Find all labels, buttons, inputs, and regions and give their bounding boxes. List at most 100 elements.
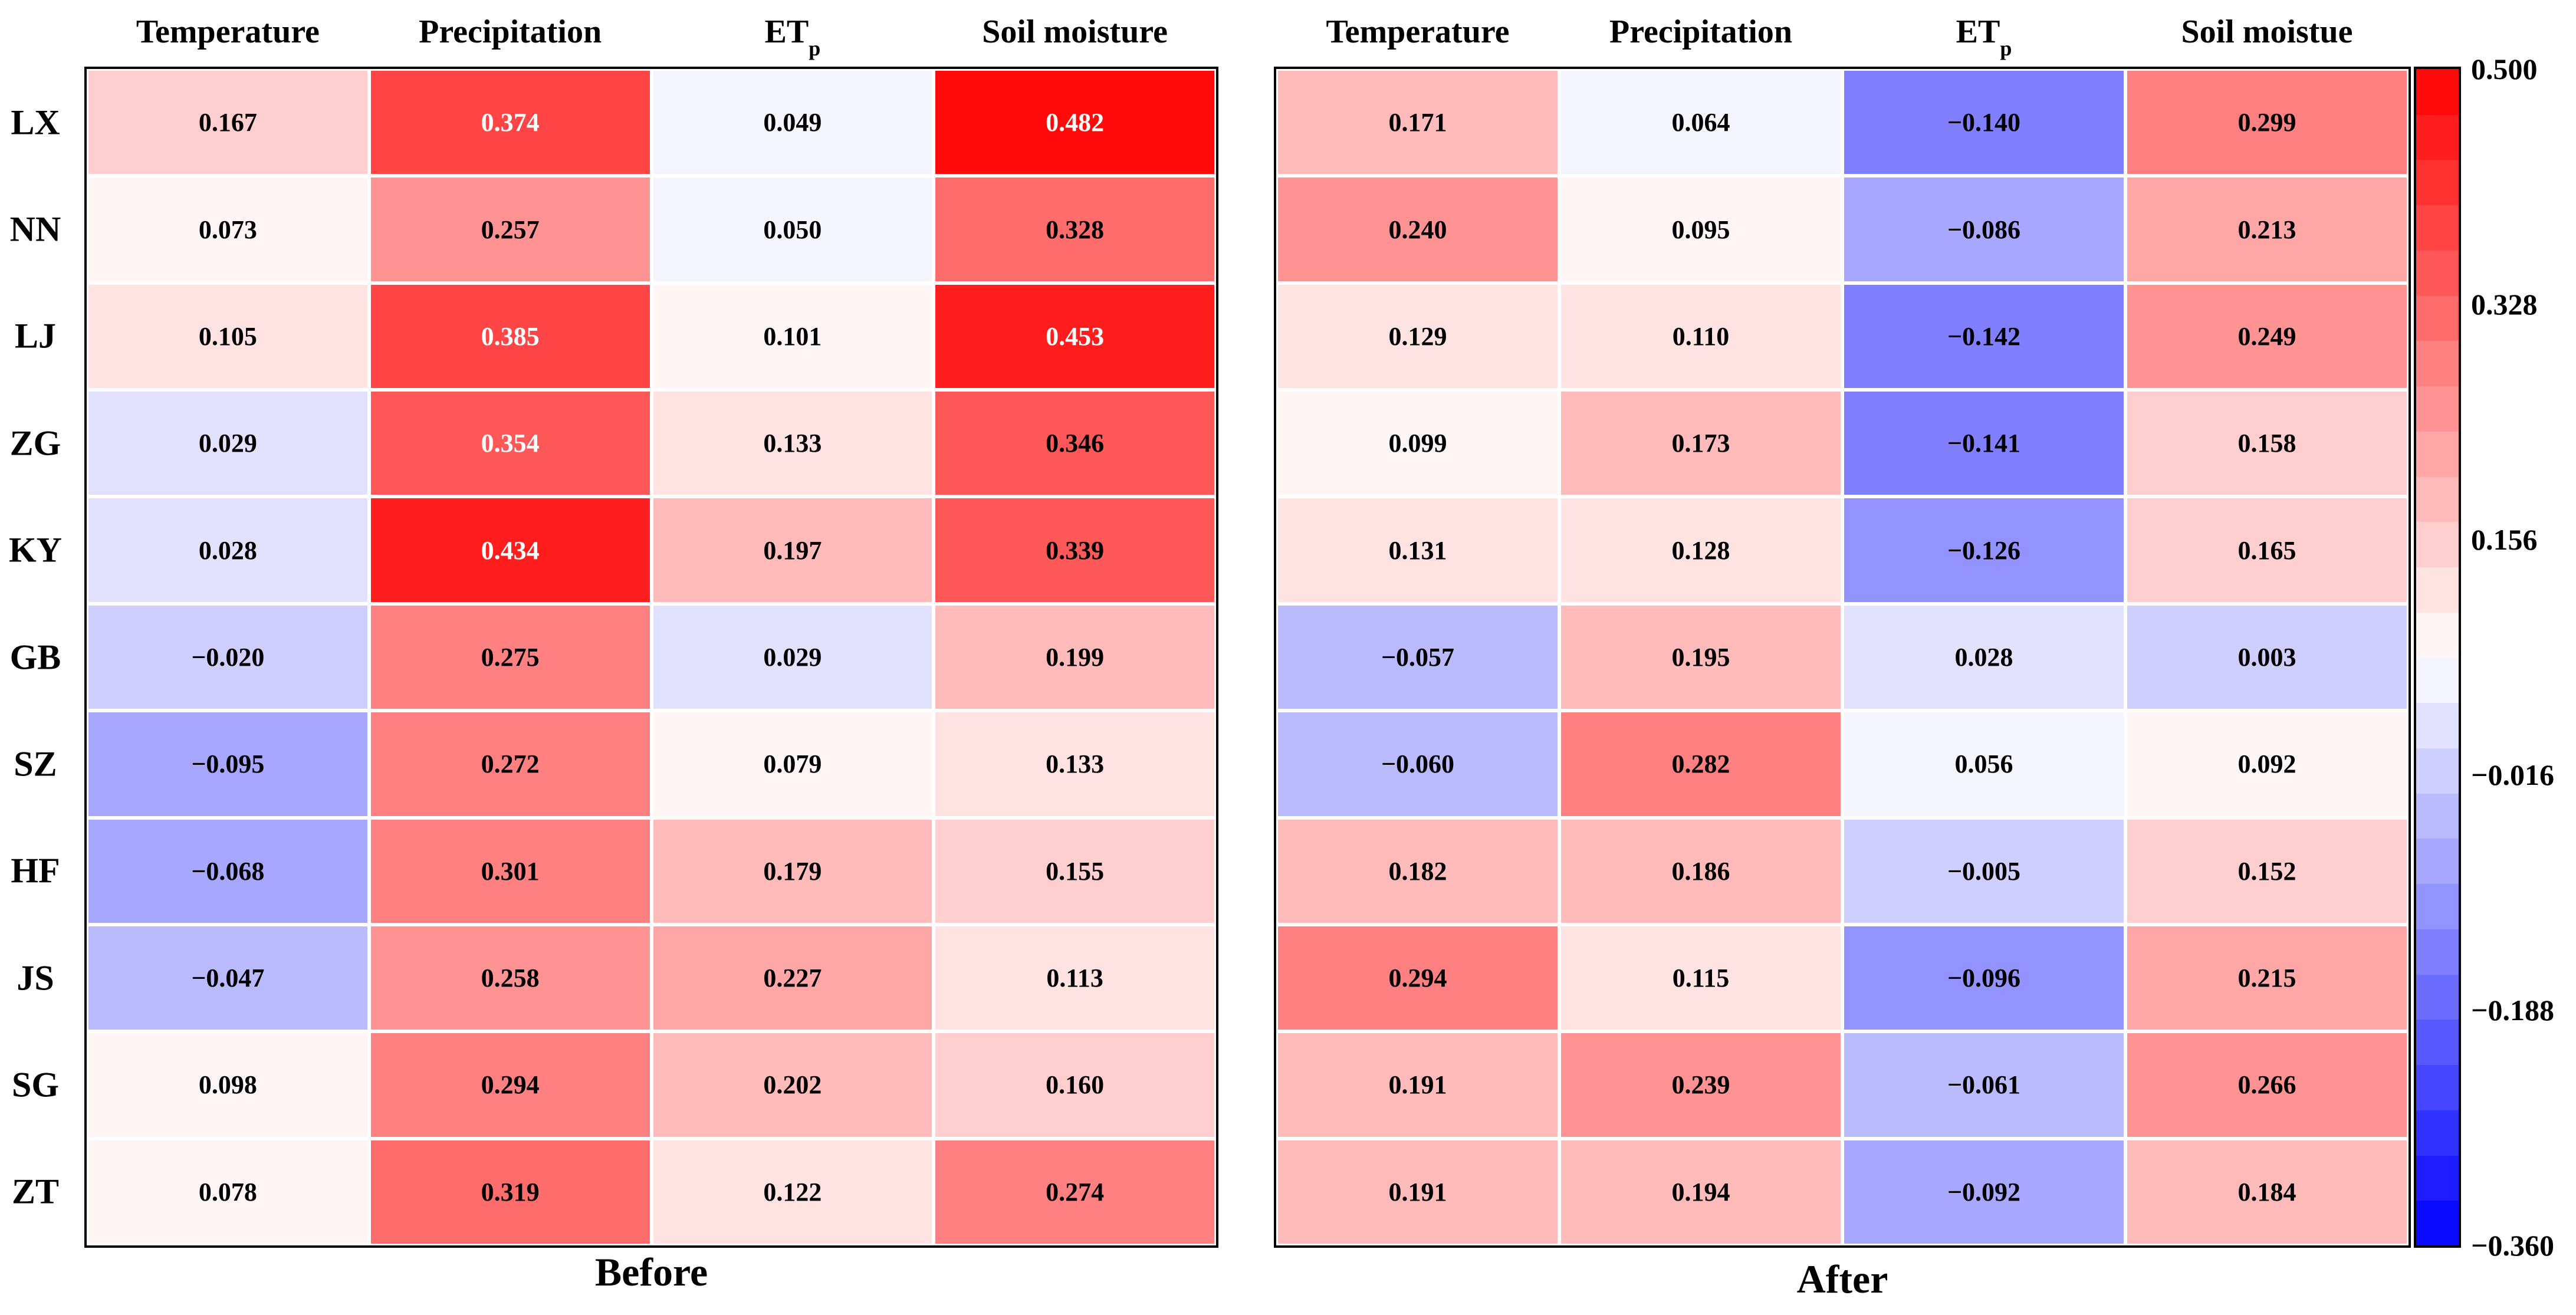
heatmap-cell: 0.434 — [369, 497, 652, 604]
heatmap-cell: 0.249 — [2125, 282, 2409, 390]
colorbar-band — [2416, 567, 2459, 613]
heatmap-cell: 0.152 — [2125, 817, 2409, 925]
heatmap-cell: 0.173 — [1559, 390, 1842, 497]
heatmap-after: 0.171 0.064 −0.140 0.299 0.240 0.095 −0.086 0.2… — [1274, 67, 2411, 1248]
heatmap-cell: 0.182 — [1276, 817, 1559, 925]
heatmap-cell: 0.482 — [934, 69, 1216, 176]
heatmap-cell: 0.274 — [934, 1138, 1216, 1245]
heatmap-cell: 0.129 — [1276, 282, 1559, 390]
heatmap-before: 0.167 0.374 0.049 0.482 0.073 0.257 0.050 0.328… — [84, 67, 1218, 1248]
column-label: ETp — [1842, 13, 2125, 60]
colorbar-tick-label: 0.156 — [2471, 523, 2538, 556]
colorbar-band — [2416, 159, 2459, 206]
heatmap-cell: −0.126 — [1842, 497, 2125, 604]
column-label: ETp — [652, 13, 934, 60]
heatmap-cell: −0.141 — [1842, 390, 2125, 497]
colorbar-band — [2416, 612, 2459, 658]
column-label-text: ET — [1956, 14, 2000, 50]
heatmap-cell: 0.155 — [934, 817, 1216, 925]
heatmap-cell: 0.029 — [651, 603, 934, 711]
heatmap-cell: 0.079 — [651, 711, 934, 818]
heatmap-cell: 0.346 — [934, 390, 1216, 497]
heatmap-cell: −0.092 — [1842, 1138, 2125, 1245]
heatmap-cell: 0.186 — [1559, 817, 1842, 925]
panel-title-before: Before — [594, 1250, 708, 1294]
colorbar-band — [2416, 430, 2459, 477]
heatmap-cell: 0.179 — [651, 817, 934, 925]
heatmap-cell: 0.098 — [87, 1031, 369, 1139]
heatmap-cell: 0.339 — [934, 497, 1216, 604]
colorbar-band — [2416, 928, 2459, 975]
heatmap-cell: 0.199 — [934, 603, 1216, 711]
heatmap-cell: 0.050 — [651, 176, 934, 283]
row-label: LX — [11, 103, 60, 142]
column-label: Temperature — [1276, 13, 1559, 51]
row-label: JS — [17, 958, 54, 998]
colorbar-band — [2416, 1200, 2459, 1245]
colorbar-band — [2416, 476, 2459, 522]
heatmap-cell: 0.092 — [2125, 711, 2409, 818]
colorbar-band — [2416, 1109, 2459, 1156]
heatmap-cell: 0.453 — [934, 282, 1216, 390]
column-label-text: ET — [764, 14, 809, 50]
heatmap-cell: −0.095 — [87, 711, 369, 818]
colorbar-band — [2416, 838, 2459, 885]
heatmap-cell: 0.294 — [1276, 924, 1559, 1032]
colorbar-band — [2416, 883, 2459, 929]
column-label: Temperature — [87, 13, 369, 51]
column-label: Soil moistue — [2125, 13, 2409, 51]
heatmap-cell: 0.240 — [1276, 176, 1559, 283]
colorbar-band — [2416, 114, 2459, 160]
heatmap-cell: 0.028 — [1842, 603, 2125, 711]
heatmap-cell: 0.354 — [369, 390, 652, 497]
colorbar-band — [2416, 793, 2459, 839]
heatmap-cell: −0.005 — [1842, 817, 2125, 925]
heatmap-cell: −0.060 — [1276, 711, 1559, 818]
heatmap-cell: 0.167 — [87, 69, 369, 176]
heatmap-cell: 0.131 — [1276, 497, 1559, 604]
heatmap-cell: 0.184 — [2125, 1138, 2409, 1245]
heatmap-cell: 0.122 — [651, 1138, 934, 1245]
heatmap-cell: 0.194 — [1559, 1138, 1842, 1245]
heatmap-cell: 0.374 — [369, 69, 652, 176]
heatmap-cell: 0.257 — [369, 176, 652, 283]
heatmap-cell: −0.047 — [87, 924, 369, 1032]
heatmap-cell: 0.328 — [934, 176, 1216, 283]
colorbar-tick-label: −0.360 — [2471, 1229, 2554, 1262]
heatmap-cell: 0.171 — [1276, 69, 1559, 176]
row-label: ZT — [11, 1172, 60, 1211]
heatmap-cell: 0.113 — [934, 924, 1216, 1032]
heatmap-cell: 0.294 — [369, 1031, 652, 1139]
heatmap-cell: −0.068 — [87, 817, 369, 925]
column-label: Precipitation — [1559, 13, 1842, 51]
column-label-text: Temperature — [1326, 14, 1510, 50]
heatmap-cell: 0.165 — [2125, 497, 2409, 604]
colorbar-tick-label: 0.500 — [2471, 52, 2538, 86]
colorbar-band — [2416, 295, 2459, 341]
heatmap-cell: 0.258 — [369, 924, 652, 1032]
row-label: SG — [11, 1065, 60, 1104]
heatmap-cell: 0.003 — [2125, 603, 2409, 711]
colorbar-band — [2416, 205, 2459, 251]
heatmap-cell: 0.197 — [651, 497, 934, 604]
heatmap-cell: −0.142 — [1842, 282, 2125, 390]
heatmap-cell: 0.049 — [651, 69, 934, 176]
row-label: SZ — [14, 744, 57, 784]
heatmap-cell: 0.101 — [651, 282, 934, 390]
colorbar-band — [2416, 521, 2459, 568]
colorbar-band — [2416, 249, 2459, 296]
heatmap-cell: −0.061 — [1842, 1031, 2125, 1139]
heatmap-cell: 0.158 — [2125, 390, 2409, 497]
column-label: Precipitation — [369, 13, 652, 51]
heatmap-cell: 0.115 — [1559, 924, 1842, 1032]
column-label-text: Soil moistue — [2181, 14, 2353, 50]
heatmap-cell: −0.096 — [1842, 924, 2125, 1032]
column-label: Soil moisture — [934, 13, 1216, 51]
colorbar-band — [2416, 702, 2459, 748]
heatmap-cell: 0.056 — [1842, 711, 2125, 818]
heatmap-cell: 0.073 — [87, 176, 369, 283]
heatmap-cell: 0.099 — [1276, 390, 1559, 497]
heatmap-cell: 0.282 — [1559, 711, 1842, 818]
heatmap-cell: 0.078 — [87, 1138, 369, 1245]
heatmap-cell: 0.029 — [87, 390, 369, 497]
